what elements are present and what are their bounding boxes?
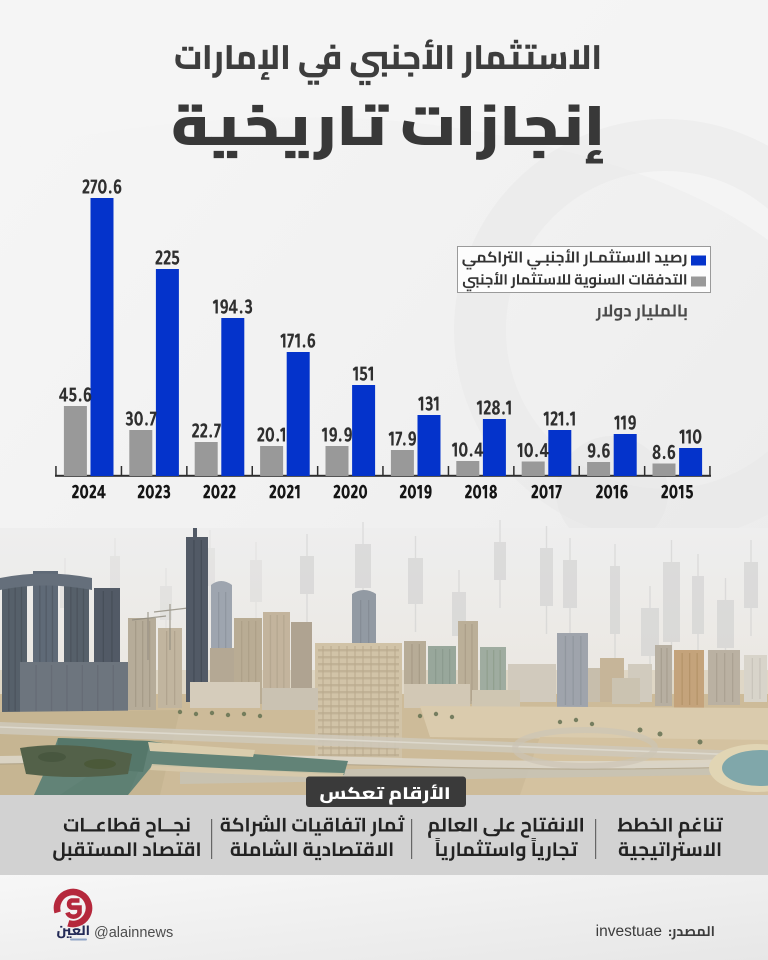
svg-text:investuae: investuae (596, 923, 662, 940)
svg-text:@alainnews: @alainnews (94, 925, 173, 941)
